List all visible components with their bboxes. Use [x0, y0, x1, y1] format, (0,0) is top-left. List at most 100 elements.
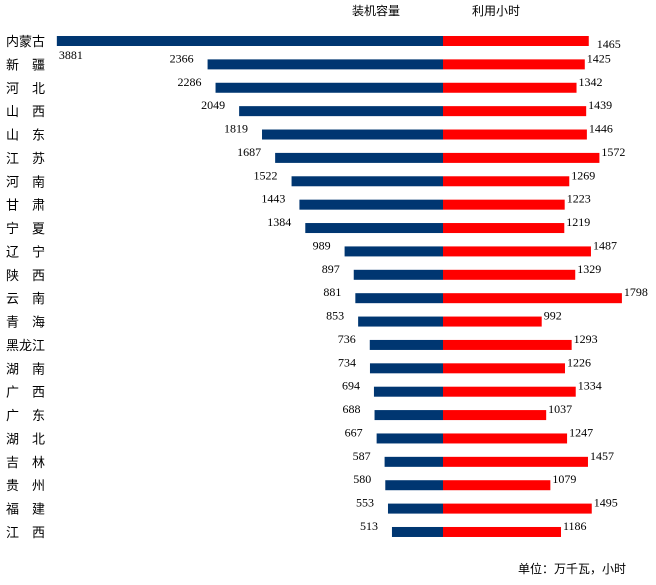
value-label-right: 1037 — [548, 402, 572, 416]
bar-left — [374, 410, 443, 421]
value-label-left: 736 — [338, 332, 356, 346]
bar-right — [443, 246, 591, 257]
value-label-right: 1439 — [588, 98, 612, 112]
category-label: 云 南 — [6, 291, 45, 307]
category-label: 贵 州 — [6, 479, 45, 494]
bar-left — [299, 199, 443, 210]
value-label-right: 1487 — [593, 238, 617, 252]
value-label-right: 1334 — [578, 379, 602, 393]
bar-left — [207, 59, 443, 70]
bar-right — [443, 59, 585, 70]
value-label-left: 1522 — [254, 168, 278, 182]
value-label-right: 1269 — [571, 168, 595, 182]
bar-left — [358, 316, 443, 327]
bar-right — [443, 293, 622, 304]
bar-left — [275, 152, 443, 163]
value-label-right: 1495 — [594, 496, 618, 510]
category-label: 陕 西 — [6, 269, 45, 284]
category-label: 黑龙江 — [6, 339, 45, 354]
category-label: 辽 宁 — [6, 244, 45, 260]
bar-left — [385, 480, 443, 491]
category-label: 新 疆 — [6, 57, 45, 73]
category-label: 河 北 — [6, 82, 45, 97]
value-label-right: 1425 — [587, 51, 611, 65]
value-label-right: 1465 — [597, 37, 621, 51]
value-label-right: 1223 — [567, 192, 591, 206]
category-label: 江 苏 — [6, 151, 45, 167]
value-label-left: 2286 — [178, 75, 202, 89]
bar-right — [443, 316, 542, 327]
bar-right — [443, 106, 587, 117]
bar-right — [443, 82, 577, 93]
value-label-right: 1226 — [567, 355, 591, 369]
bar-left — [384, 456, 443, 467]
value-label-right: 1293 — [574, 332, 598, 346]
value-label-left: 734 — [338, 355, 356, 369]
value-label-left: 881 — [323, 285, 341, 299]
bar-left — [387, 503, 443, 514]
bar-left — [305, 223, 443, 234]
value-label-left: 2049 — [201, 98, 225, 112]
value-label-left: 688 — [343, 402, 361, 416]
value-label-left: 694 — [342, 379, 360, 393]
bar-left — [355, 293, 443, 304]
value-label-right: 1329 — [577, 262, 601, 276]
value-label-left: 1443 — [261, 192, 285, 206]
value-label-left: 587 — [353, 449, 371, 463]
bar-right — [443, 176, 570, 187]
bar-left — [376, 433, 443, 444]
category-label: 青 海 — [6, 316, 45, 331]
bar-left — [291, 176, 443, 187]
category-label: 山 西 — [6, 105, 45, 120]
bar-right — [443, 36, 589, 46]
category-label: 吉 林 — [6, 456, 45, 471]
bar-right — [443, 223, 565, 234]
unit-note: 单位：万千瓦，小时 — [518, 562, 627, 576]
value-label-left: 853 — [326, 309, 344, 323]
value-label-left: 513 — [360, 519, 378, 533]
bar-left — [262, 129, 443, 140]
bar-right — [443, 433, 568, 444]
value-label-left: 989 — [313, 238, 331, 252]
bar-right — [443, 480, 551, 491]
bar-left — [56, 36, 443, 46]
bar-right — [443, 152, 600, 163]
value-label-right: 1457 — [590, 449, 614, 463]
value-label-left: 580 — [353, 472, 371, 486]
bar-right — [443, 363, 565, 374]
bar-right — [443, 503, 592, 514]
value-label-left: 1819 — [224, 122, 248, 136]
value-label-left: 553 — [356, 496, 374, 510]
value-label-right: 1572 — [601, 145, 625, 159]
value-label-right: 1798 — [624, 285, 648, 299]
category-label: 广 西 — [6, 386, 45, 401]
category-label: 福 建 — [6, 503, 45, 518]
bar-left — [353, 269, 443, 280]
legend-right-series: 利用小时 — [472, 4, 520, 18]
bar-left — [239, 106, 443, 117]
bar-left — [215, 82, 443, 93]
category-label: 湖 北 — [6, 432, 45, 447]
value-label-left: 3881 — [59, 48, 83, 62]
value-label-right: 1186 — [563, 519, 587, 533]
category-label: 甘 肃 — [6, 199, 45, 214]
bar-left — [344, 246, 443, 257]
value-label-left: 1384 — [267, 215, 291, 229]
bar-right — [443, 269, 576, 280]
category-label: 内蒙古 — [6, 34, 45, 50]
bar-left — [373, 386, 443, 397]
value-label-right: 1247 — [569, 425, 593, 439]
value-label-left: 1687 — [237, 145, 261, 159]
category-label: 山 东 — [6, 129, 45, 144]
value-label-left: 2366 — [170, 51, 194, 65]
value-label-right: 1446 — [589, 122, 613, 136]
value-label-right: 1219 — [566, 215, 590, 229]
category-label: 河 南 — [6, 174, 45, 190]
category-label: 江 西 — [6, 526, 45, 541]
category-label: 宁 夏 — [6, 221, 45, 237]
value-label-right: 1079 — [552, 472, 576, 486]
bar-right — [443, 339, 572, 350]
bar-left — [391, 526, 443, 537]
